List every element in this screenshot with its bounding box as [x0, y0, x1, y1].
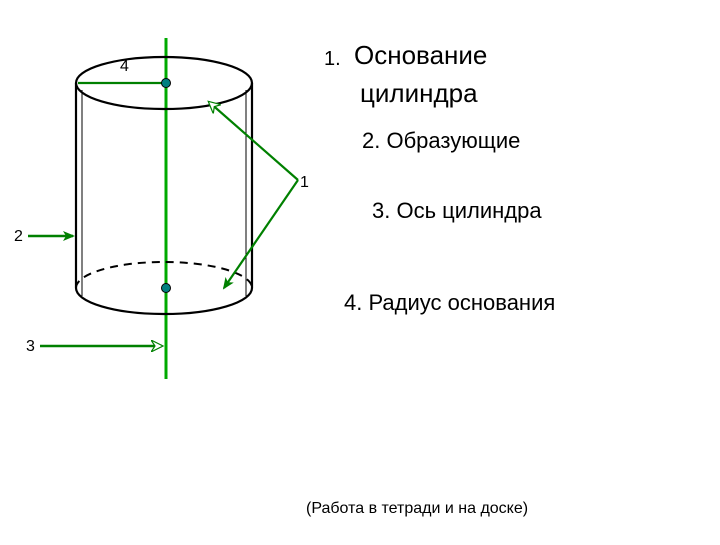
- pointer-number-2: 2: [14, 228, 23, 246]
- pointer-number-3: 3: [26, 338, 35, 356]
- title-line-2: цилиндра: [360, 78, 478, 109]
- footnote-text: (Работа в тетради и на доске): [306, 500, 528, 518]
- pointer-number-4: 4: [120, 58, 129, 76]
- item-2-label: 2. Образующие: [362, 128, 520, 154]
- center-dot-bottom: [162, 284, 171, 293]
- title-line-1: Основание: [354, 40, 487, 71]
- center-dot-top: [162, 79, 171, 88]
- pointer-number-1: 1: [300, 174, 309, 192]
- item-3-label: 3. Ось цилиндра: [372, 198, 542, 224]
- title-prefix: 1.: [324, 48, 341, 71]
- pointer-1-to-top: [209, 102, 298, 180]
- item-4-label: 4. Радиус основания: [344, 290, 555, 316]
- pointer-1-to-bottom: [224, 180, 298, 288]
